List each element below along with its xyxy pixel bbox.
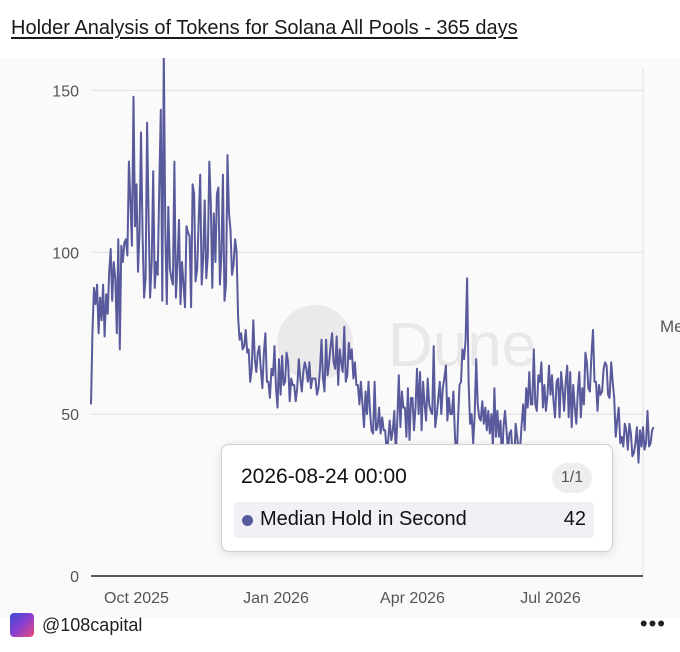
x-tick-label: Oct 2025 — [104, 590, 169, 607]
series-line-median-hold — [90, 58, 655, 474]
y-tick-label: 100 — [52, 245, 79, 262]
tooltip-series-row: Median Hold in Second 42 — [234, 502, 594, 538]
creator-handle[interactable]: @108capital — [42, 615, 143, 635]
x-tick-label: Jul 2026 — [520, 590, 581, 607]
x-tick-label: Apr 2026 — [380, 590, 445, 607]
series-color-dot — [242, 515, 253, 526]
x-tick-label: Jan 2026 — [243, 590, 309, 607]
tooltip-pagination[interactable]: 1/1 — [552, 463, 592, 493]
y-tick-label: 150 — [52, 83, 79, 100]
side-axis-label: Me — [660, 317, 680, 336]
y-axis: 0 50 100 150 — [52, 83, 79, 586]
x-axis: Oct 2025 Jan 2026 Apr 2026 Jul 2026 — [104, 590, 581, 607]
tooltip-value: 42 — [563, 508, 586, 530]
hover-tooltip: 2026-08-24 00:00 1/1 Median Hold in Seco… — [221, 444, 613, 552]
chart-title: Holder Analysis of Tokens for Solana All… — [11, 17, 518, 39]
avatar-logo — [10, 613, 34, 637]
y-tick-label: 0 — [70, 569, 79, 586]
chart-area: Dune 0 50 100 150 Oct 2025 Jan 2026 Apr 2026 J… — [0, 58, 680, 618]
more-options-icon[interactable]: ••• — [639, 611, 666, 636]
y-tick-label: 50 — [61, 407, 79, 424]
tooltip-series-name: Median Hold in Second — [260, 508, 467, 530]
tooltip-date: 2026-08-24 00:00 — [241, 465, 407, 488]
